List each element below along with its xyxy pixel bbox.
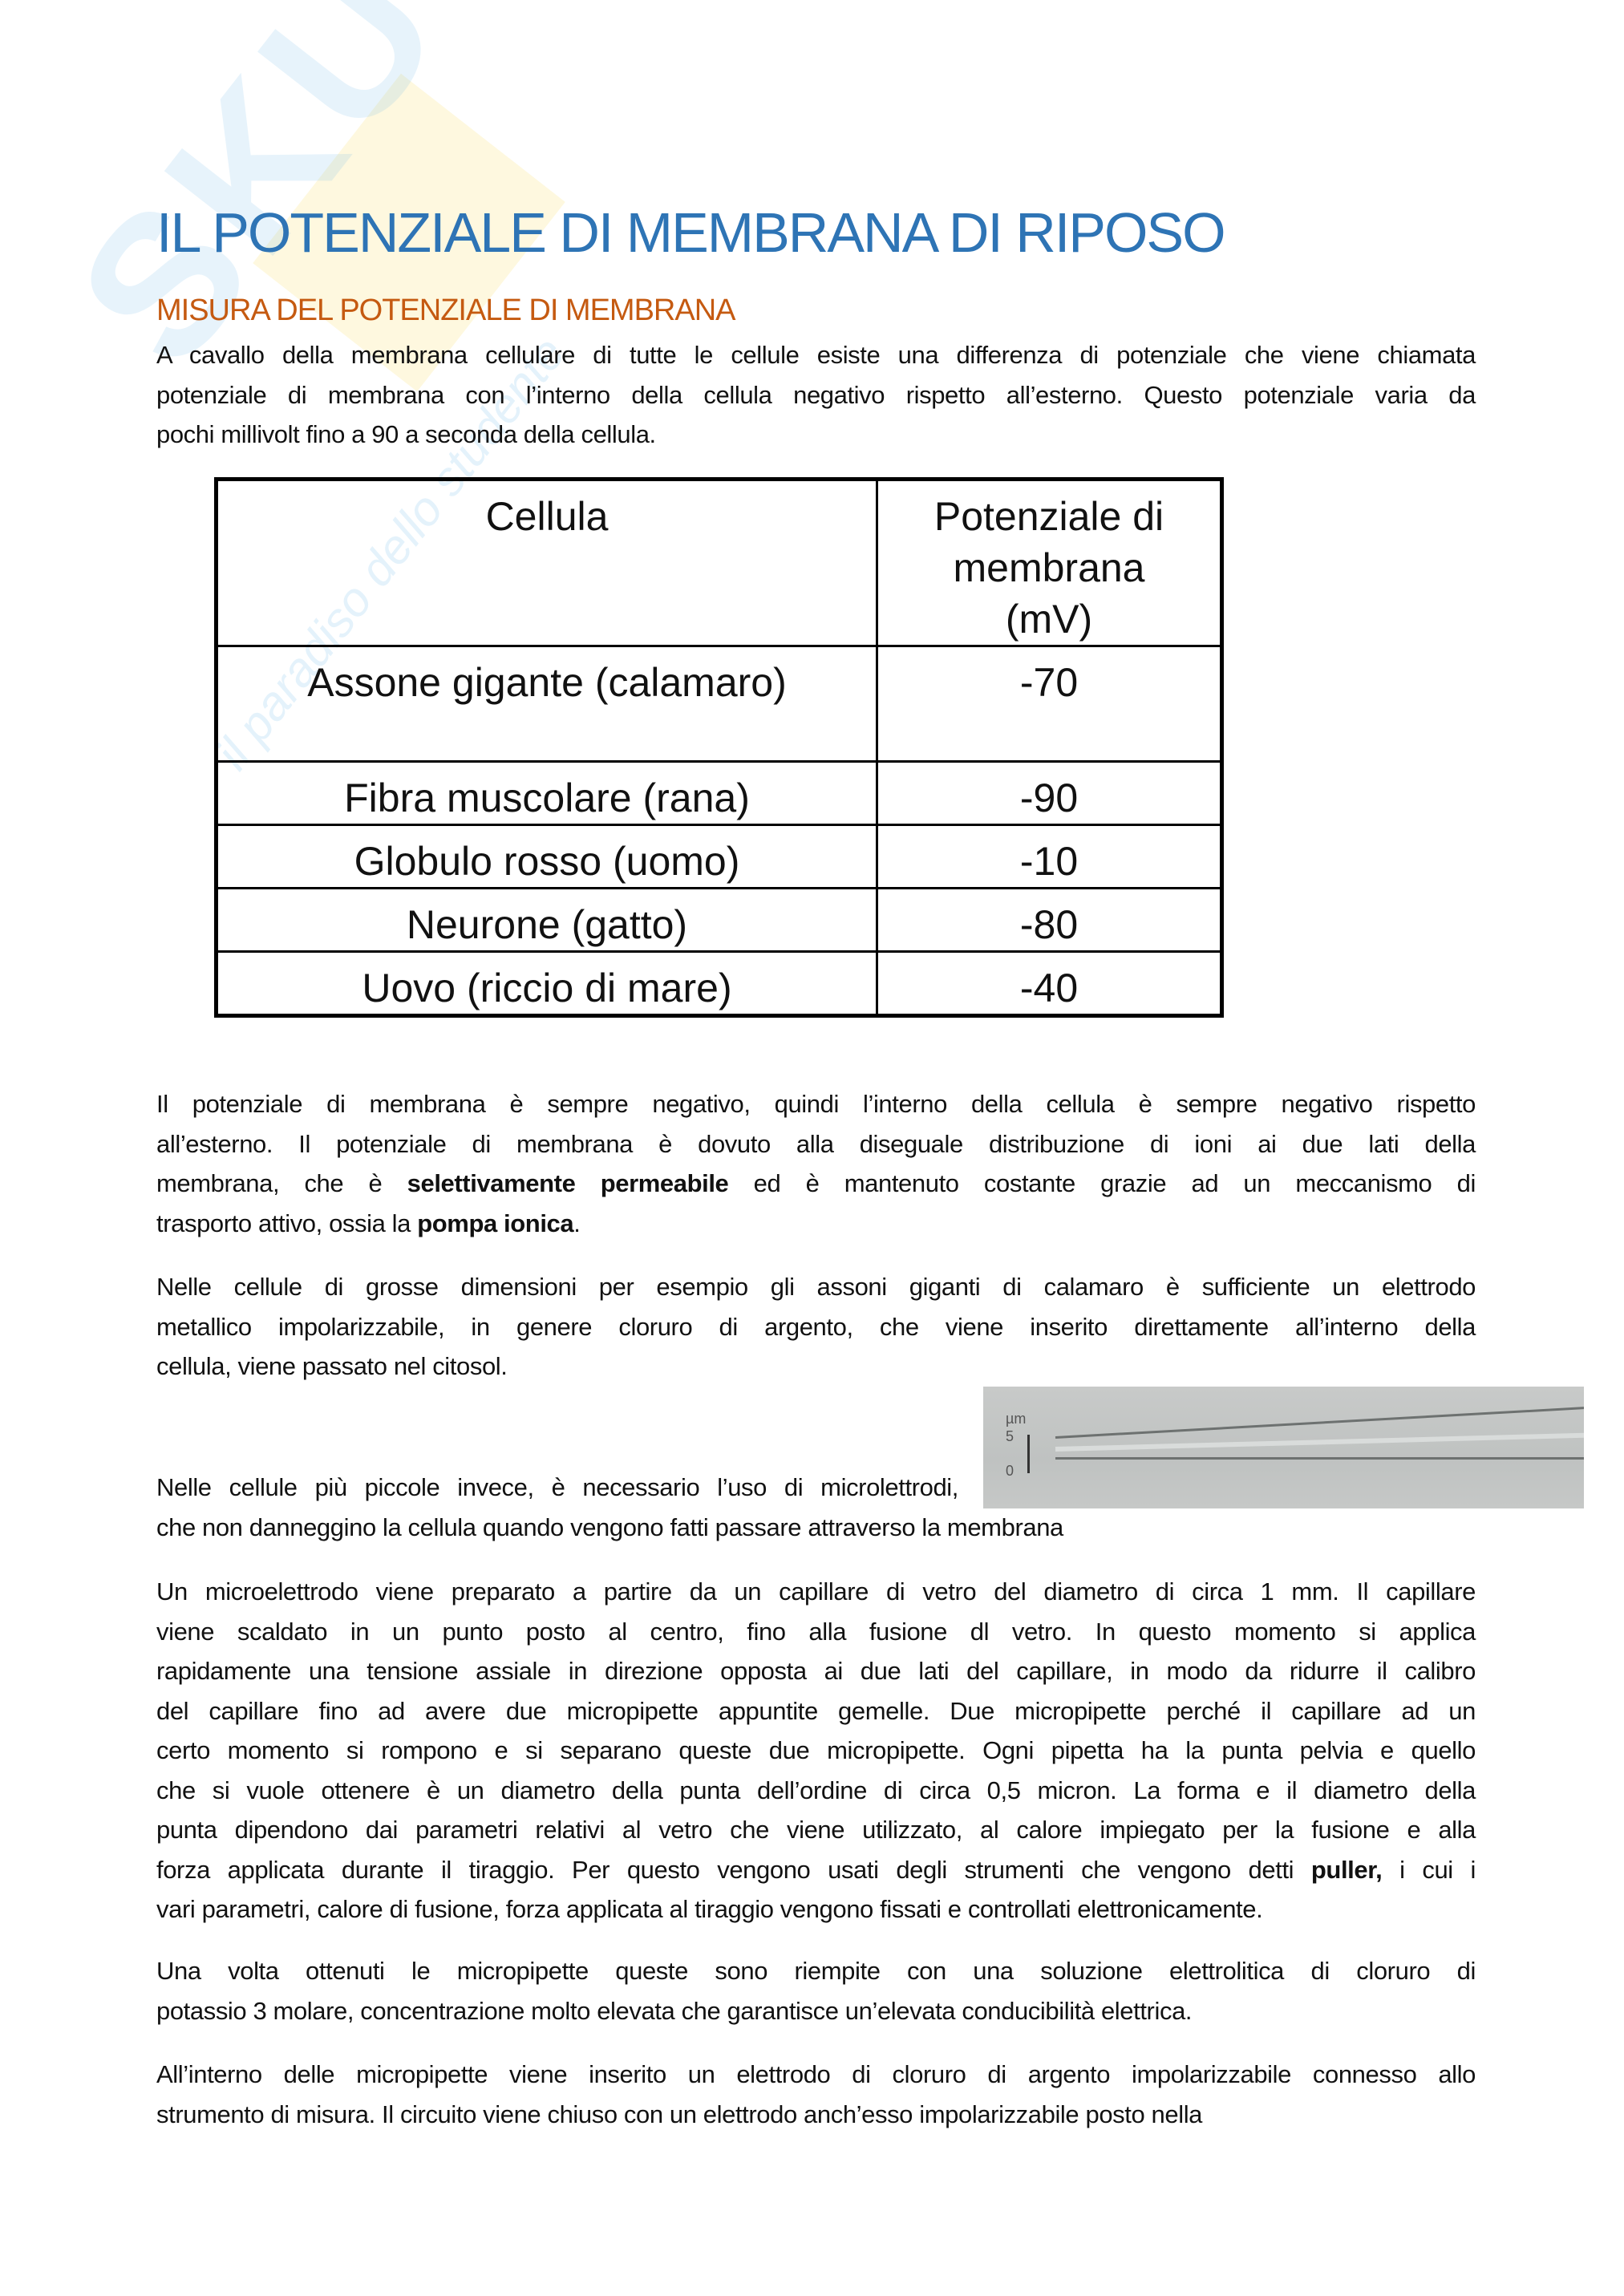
text-segment: potassio 3 molare, concentrazione molto … [156,1996,1193,2025]
cell-name: Assone gigante (calamaro) [215,645,878,763]
text-line: potassio 3 molare, concentrazione molto … [156,1991,1476,2031]
text-segment: forza applicata durante il tiraggio. Per… [156,1855,1311,1884]
text-line: rapidamente una tensione assiale in dire… [156,1651,1476,1691]
text-line: membrana, che è selettivamente permeabil… [156,1164,1476,1204]
text-line: punta dipendono dai parametri relativi a… [156,1810,1476,1850]
header-cell: Potenziale di membrana (mV) [876,478,1223,647]
text-line: All’interno delle micropipette viene ins… [156,2055,1476,2095]
text-segment: trasporto attivo, ossia la [156,1209,418,1237]
text-line: cellula, viene passato nel citosol. [156,1346,1476,1387]
table-row: Fibra muscolare (rana) -90 [215,760,1223,826]
section-heading: MISURA DEL POTENZIALE DI MEMBRANA [156,294,736,327]
text-line: del capillare fino ad avere due micropip… [156,1691,1476,1731]
page-title: IL POTENZIALE DI MEMBRANA DI RIPOSO [156,201,1226,264]
cell-name: Neurone (gatto) [215,887,878,953]
text-segment: Una volta ottenuti le micropipette quest… [156,1957,1476,1985]
text-segment: vari parametri, calore di fusione, forza… [156,1895,1263,1923]
text-segment: Il potenziale di membrana è sempre negat… [156,1090,1476,1118]
paragraph: Nelle cellule più piccole invece, è nece… [156,1468,1063,1548]
table-row: Neurone (gatto) -80 [215,887,1223,953]
scale-top: 5 [1006,1428,1014,1444]
text-line: potenziale di membrana con l’interno del… [156,375,1476,415]
cell-name: Uovo (riccio di mare) [215,950,878,1017]
text-segment: viene scaldato in un punto posto al cent… [156,1617,1476,1646]
cell-value: -90 [876,760,1223,826]
paragraph: Nelle cellule di grosse dimensioni per e… [156,1267,1476,1387]
text-line: certo momento si rompono e si separano q… [156,1731,1476,1771]
text-line: forza applicata durante il tiraggio. Per… [156,1850,1476,1890]
paragraph: All’interno delle micropipette viene ins… [156,2055,1476,2134]
table-row: Globulo rosso (uomo) -10 [215,824,1223,889]
text-segment: All’interno delle micropipette viene ins… [156,2060,1476,2088]
text-segment: all’esterno. Il potenziale di membrana è… [156,1129,1476,1158]
text-line: Nelle cellule più piccole invece, è nece… [156,1468,958,1508]
text-line: A cavallo della membrana cellulare di tu… [156,335,1476,375]
text-line: metallico impolarizzabile, in genere clo… [156,1307,1476,1347]
text-segment: che non danneggino la cellula quando ven… [156,1512,1063,1541]
cell-value: -40 [876,950,1223,1017]
text-segment: potenziale di membrana con l’interno del… [156,380,1476,409]
text-line: pochi millivolt fino a 90 a seconda dell… [156,415,1476,455]
text-segment: Nelle cellule di grosse dimensioni per e… [156,1273,1476,1301]
text-segment: pochi millivolt fino a 90 a seconda dell… [156,420,656,448]
text-line: trasporto attivo, ossia la pompa ionica. [156,1204,1476,1244]
text-segment: certo momento si rompono e si separano q… [156,1736,1476,1764]
paragraph: Il potenziale di membrana è sempre negat… [156,1084,1476,1243]
cell-value: -80 [876,887,1223,953]
scale-unit: µm [1006,1411,1027,1427]
text-segment: che si vuole ottenere è un diametro dell… [156,1776,1476,1804]
text-line: Nelle cellule di grosse dimensioni per e… [156,1267,1476,1307]
text-line: che non danneggino la cellula quando ven… [156,1508,1063,1548]
text-segment: Un microelettrodo viene preparato a part… [156,1577,1476,1606]
scale-bar [1027,1435,1030,1473]
paragraph: Una volta ottenuti le micropipette quest… [156,1951,1476,2031]
micropipette-image: µm 5 0 [983,1387,1584,1508]
bold-term: pompa ionica [417,1209,574,1237]
text-segment: strumento di misura. Il circuito viene c… [156,2100,1203,2128]
table-header-row: Cellula Potenziale di membrana (mV) [215,478,1223,647]
scale-bottom: 0 [1006,1463,1014,1479]
text-line: vari parametri, calore di fusione, forza… [156,1889,1476,1930]
header-cell: Cellula [215,478,878,647]
bold-term: puller, [1310,1855,1383,1884]
text-line: strumento di misura. Il circuito viene c… [156,2095,1476,2135]
intro-paragraph: A cavallo della membrana cellulare di tu… [156,335,1476,455]
text-line: Un microelettrodo viene preparato a part… [156,1572,1476,1612]
text-line: Il potenziale di membrana è sempre negat… [156,1084,1476,1124]
text-segment: i cui i [1382,1855,1476,1884]
table-row: Assone gigante (calamaro) -70 [215,645,1223,763]
text-line: Una volta ottenuti le micropipette quest… [156,1951,1476,1991]
text-segment: punta dipendono dai parametri relativi a… [156,1816,1476,1844]
text-segment: cellula, viene passato nel citosol. [156,1352,508,1380]
cell-value: -70 [876,645,1223,763]
text-line: che si vuole ottenere è un diametro dell… [156,1771,1476,1811]
bold-term: selettivamente permeabile [407,1169,729,1197]
text-segment: rapidamente una tensione assiale in dire… [156,1657,1476,1685]
text-segment: ed è mantenuto costante grazie ad un mec… [728,1169,1476,1197]
cell-name: Fibra muscolare (rana) [215,760,878,826]
text-segment: A cavallo della membrana cellulare di tu… [156,341,1476,369]
text-line: all’esterno. Il potenziale di membrana è… [156,1124,1476,1164]
cell-name: Globulo rosso (uomo) [215,824,878,889]
table-row: Uovo (riccio di mare) -40 [215,950,1223,1017]
cell-value: -10 [876,824,1223,889]
text-segment: metallico impolarizzabile, in genere clo… [156,1312,1476,1341]
text-line: viene scaldato in un punto posto al cent… [156,1612,1476,1652]
text-segment: del capillare fino ad avere due micropip… [156,1696,1476,1725]
text-segment: membrana, che è [156,1169,407,1197]
text-segment: . [573,1209,581,1237]
membrane-potential-table: Cellula Potenziale di membrana (mV) Asso… [214,477,1224,1018]
paragraph: Un microelettrodo viene preparato a part… [156,1572,1476,1930]
text-segment: Nelle cellule più piccole invece, è nece… [156,1473,958,1501]
